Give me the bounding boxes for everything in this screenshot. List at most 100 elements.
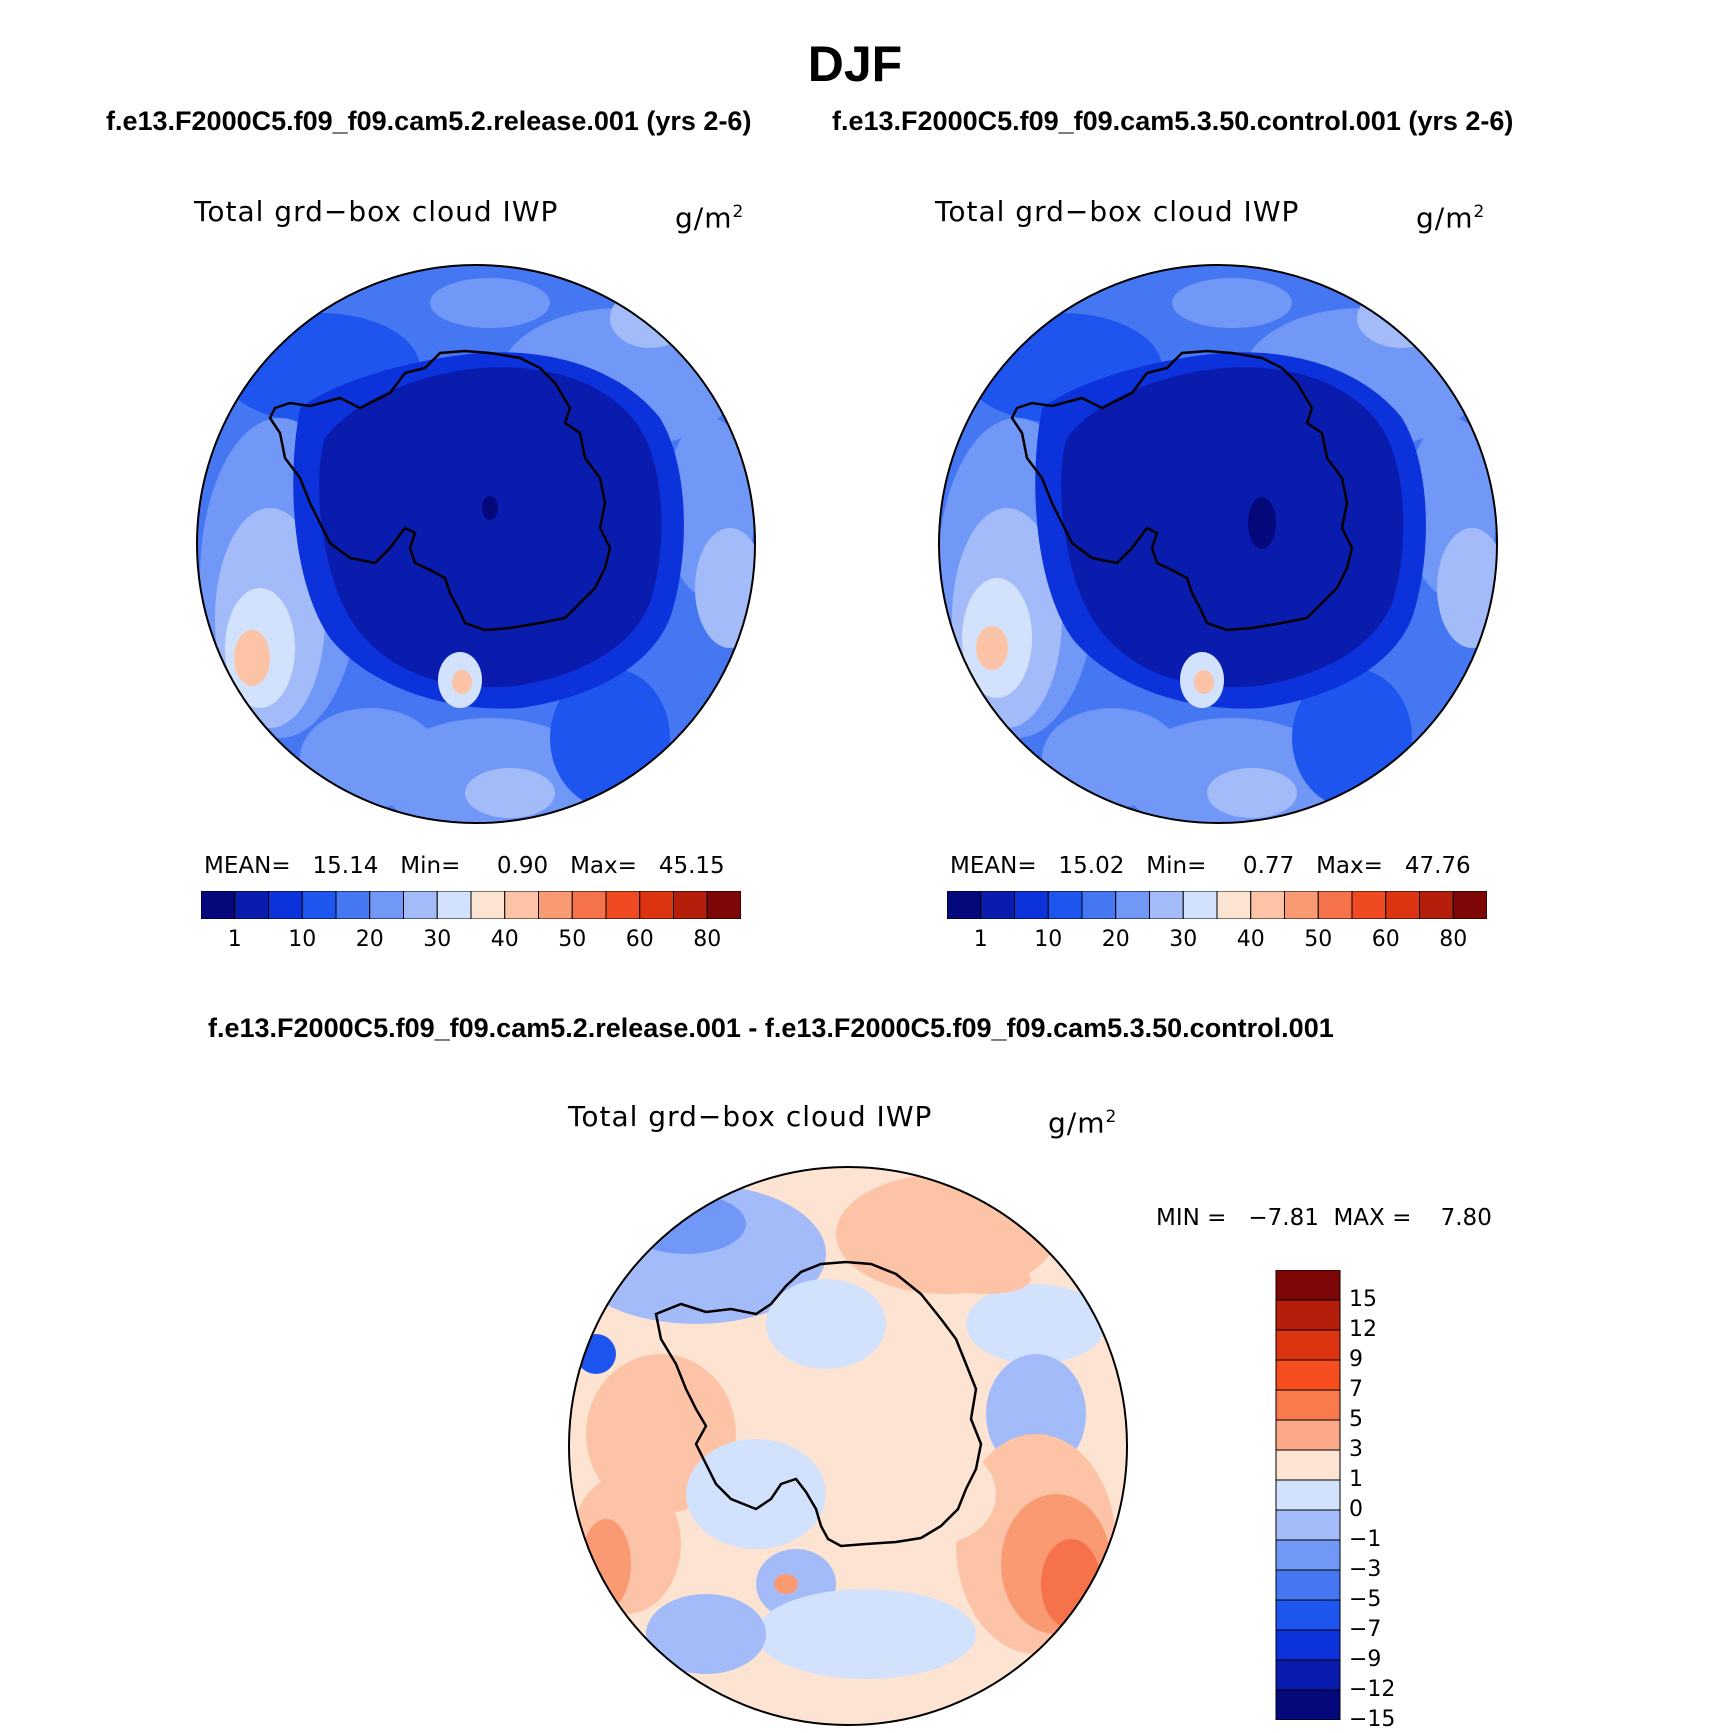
colorbar-swatch [706, 891, 741, 919]
diff-contour-field [569, 1167, 1127, 1725]
case2-colorbar-ticks: 1 10 20 30 40 50 60 80 [947, 927, 1487, 957]
case2-contour-field [939, 265, 1497, 823]
case2-units-label: g/m2 [1416, 201, 1486, 235]
colorbar-swatch [1014, 891, 1049, 919]
colorbar-swatch [234, 891, 269, 919]
colorbar-swatch [301, 891, 337, 919]
case1-title: f.e13.F2000C5.f09_f09.cam5.2.release.001… [106, 106, 752, 136]
colorbar-tick-label: 80 [693, 927, 722, 952]
colorbar-tick-label: 0 [1349, 1497, 1363, 1522]
colorbar-tick-label: 12 [1349, 1317, 1377, 1342]
case2-title: f.e13.F2000C5.f09_f09.cam5.3.50.control.… [832, 106, 1514, 136]
colorbar-swatch [1452, 891, 1487, 919]
diff-colorbar [1275, 1270, 1341, 1720]
case2-coastline [1010, 349, 1354, 632]
colorbar-swatch [1149, 891, 1184, 919]
diff-title: f.e13.F2000C5.f09_f09.cam5.2.release.001… [208, 1013, 1334, 1043]
colorbar-swatch [1115, 891, 1150, 919]
diff-coastline [654, 1260, 983, 1548]
colorbar-tick-label: −7 [1349, 1617, 1382, 1642]
colorbar-tick-label: 40 [1236, 927, 1265, 952]
case2-variable-label: Total grd−box cloud IWP [935, 195, 1300, 228]
colorbar-tick-label: −9 [1349, 1647, 1382, 1672]
colorbar-swatch [605, 891, 641, 919]
colorbar-tick-label: 1 [227, 927, 242, 952]
colorbar-swatch [1275, 1569, 1341, 1601]
case1-polar-map [196, 264, 756, 824]
colorbar-swatch [1275, 1659, 1341, 1691]
colorbar-swatch [1275, 1359, 1341, 1391]
case1-variable-label: Total grd−box cloud IWP [194, 195, 559, 228]
colorbar-swatch [980, 891, 1015, 919]
colorbar-swatch [1047, 891, 1083, 919]
colorbar-swatch [1419, 891, 1454, 919]
colorbar-swatch [1275, 1689, 1341, 1720]
colorbar-swatch [369, 891, 404, 919]
colorbar-swatch [1275, 1449, 1341, 1481]
colorbar-swatch [1275, 1629, 1341, 1661]
colorbar-swatch [1250, 891, 1285, 919]
colorbar-tick-label: 30 [423, 927, 452, 952]
colorbar-swatch [403, 891, 438, 919]
colorbar-swatch [1081, 891, 1117, 919]
colorbar-tick-label: 60 [1371, 927, 1400, 952]
diff-units-label: g/m2 [1048, 1106, 1118, 1140]
colorbar-tick-label: 9 [1349, 1347, 1363, 1372]
colorbar-swatch [1275, 1389, 1341, 1421]
colorbar-swatch [504, 891, 539, 919]
colorbar-swatch [268, 891, 303, 919]
colorbar-swatch [1317, 891, 1353, 919]
colorbar-tick-label: 1 [1349, 1467, 1363, 1492]
colorbar-tick-label: 20 [355, 927, 384, 952]
colorbar-swatch [1385, 891, 1420, 919]
colorbar-tick-label: 5 [1349, 1407, 1363, 1432]
colorbar-swatch [1182, 891, 1218, 919]
colorbar-tick-label: 50 [558, 927, 587, 952]
colorbar-tick-label: 50 [1304, 927, 1333, 952]
colorbar-tick-label: −3 [1349, 1557, 1382, 1582]
diff-variable-label: Total grd−box cloud IWP [568, 1100, 933, 1133]
colorbar-swatch [1275, 1599, 1341, 1631]
colorbar-swatch [571, 891, 607, 919]
colorbar-swatch [1275, 1539, 1341, 1571]
colorbar-tick-label: 7 [1349, 1377, 1363, 1402]
colorbar-tick-label: 20 [1101, 927, 1130, 952]
colorbar-tick-label: −1 [1349, 1527, 1382, 1552]
diff-colorbar-ticks: 15 12 9 7 5 3 1 0 −1 −3 −5 −7 −9 −12 −15 [1349, 1270, 1429, 1732]
colorbar-swatch [639, 891, 674, 919]
colorbar-swatch [201, 891, 236, 919]
colorbar-swatch [470, 891, 506, 919]
colorbar-swatch [335, 891, 371, 919]
colorbar-tick-label: 40 [490, 927, 519, 952]
case1-contour-field [197, 265, 755, 823]
case2-colorbar [947, 891, 1487, 919]
colorbar-tick-label: −5 [1349, 1587, 1382, 1612]
colorbar-tick-label: −12 [1349, 1677, 1396, 1702]
colorbar-tick-label: 3 [1349, 1437, 1363, 1462]
case1-colorbar [201, 891, 741, 919]
colorbar-tick-label: 80 [1439, 927, 1468, 952]
colorbar-tick-label: 30 [1169, 927, 1198, 952]
colorbar-swatch [538, 891, 573, 919]
colorbar-swatch [436, 891, 472, 919]
colorbar-tick-label: −15 [1349, 1707, 1396, 1732]
colorbar-swatch [1275, 1270, 1341, 1301]
colorbar-swatch [1275, 1329, 1341, 1361]
colorbar-tick-label: 15 [1349, 1287, 1377, 1312]
colorbar-tick-label: 1 [973, 927, 988, 952]
diff-stats: MIN = −7.81 MAX = 7.80 [1156, 1205, 1492, 1231]
page-title: DJF [807, 36, 903, 92]
case1-units-label: g/m2 [675, 201, 745, 235]
case2-polar-map [938, 264, 1498, 824]
colorbar-swatch [1275, 1299, 1341, 1331]
colorbar-swatch [1351, 891, 1387, 919]
case2-stats: MEAN= 15.02 Min= 0.77 Max= 47.76 [950, 853, 1471, 879]
diff-polar-map [568, 1166, 1128, 1726]
colorbar-tick-label: 10 [1034, 927, 1063, 952]
colorbar-tick-label: 10 [288, 927, 317, 952]
case1-stats: MEAN= 15.14 Min= 0.90 Max= 45.15 [204, 853, 725, 879]
colorbar-tick-label: 60 [625, 927, 654, 952]
colorbar-swatch [1275, 1419, 1341, 1451]
colorbar-swatch [673, 891, 708, 919]
colorbar-swatch [1284, 891, 1319, 919]
